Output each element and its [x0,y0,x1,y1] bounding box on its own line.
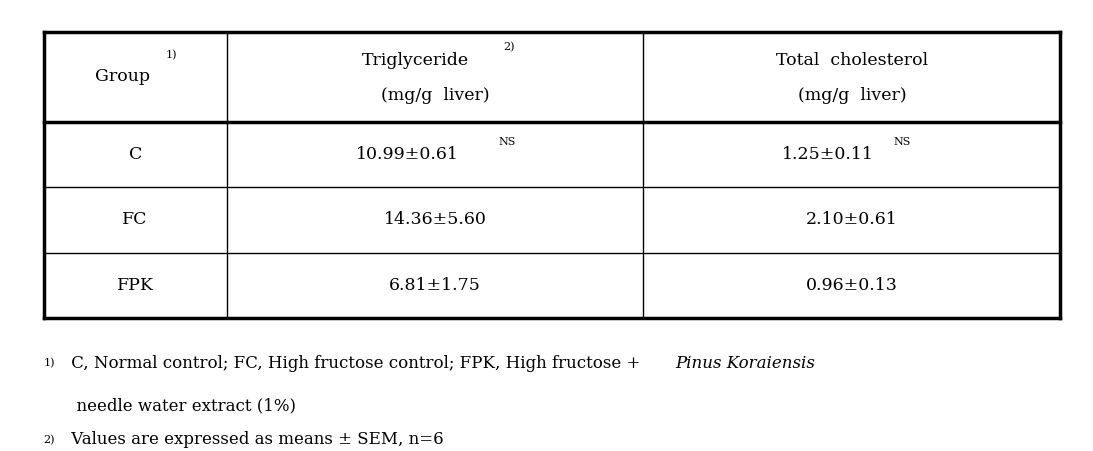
Text: 0.96±0.13: 0.96±0.13 [806,277,897,294]
Text: C, Normal control; FC, High fructose control; FPK, High fructose +: C, Normal control; FC, High fructose con… [66,354,645,372]
Text: 10.99±0.61: 10.99±0.61 [356,146,459,163]
Text: FPK: FPK [117,277,154,294]
Text: (mg/g  liver): (mg/g liver) [380,87,490,104]
Text: needle water extract (1%): needle water extract (1%) [66,397,295,414]
Text: (mg/g  liver): (mg/g liver) [798,87,906,104]
Text: Group: Group [95,68,150,85]
Text: 1): 1) [44,358,56,368]
Text: Values are expressed as means ± SEM, n=6: Values are expressed as means ± SEM, n=6 [66,431,443,448]
Text: FC: FC [122,212,148,228]
Text: Triglyceride: Triglyceride [362,52,469,69]
Text: 1): 1) [166,50,177,60]
Text: 2): 2) [503,42,515,52]
Text: 2.10±0.61: 2.10±0.61 [806,212,897,228]
Text: 14.36±5.60: 14.36±5.60 [384,212,486,228]
Text: Pinus Koraiensis: Pinus Koraiensis [675,354,815,372]
Text: 6.81±1.75: 6.81±1.75 [389,277,481,294]
Text: NS: NS [893,137,910,147]
Text: 2): 2) [44,435,56,445]
Text: NS: NS [498,137,516,147]
Text: C: C [129,146,142,163]
Text: 1.25±0.11: 1.25±0.11 [781,146,873,163]
Text: Total  cholesterol: Total cholesterol [776,52,928,69]
